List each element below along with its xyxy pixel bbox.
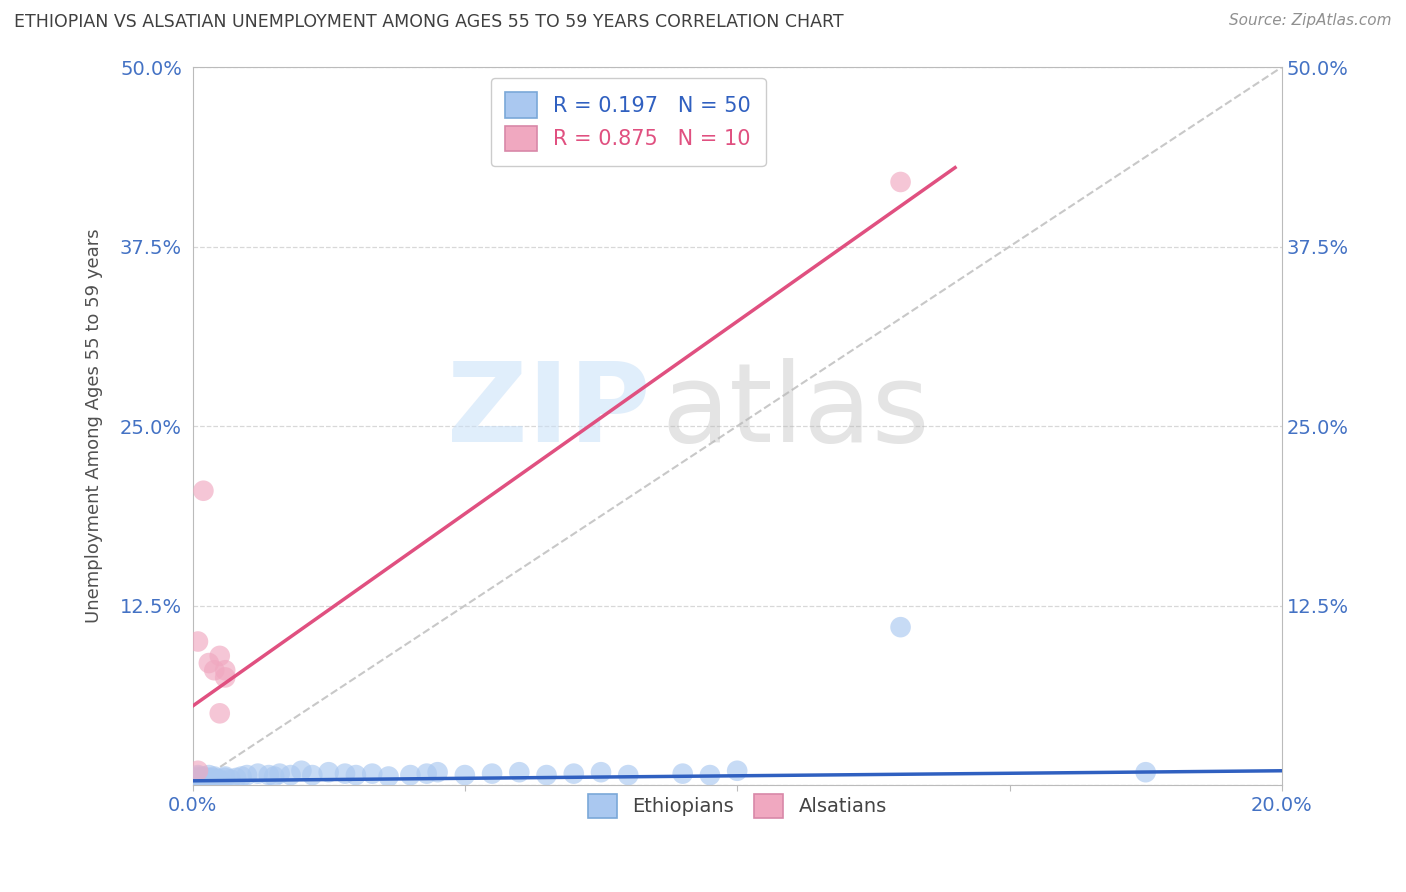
Point <box>187 770 209 784</box>
Point <box>318 765 340 780</box>
Point <box>208 648 231 663</box>
Point <box>536 768 558 782</box>
Point <box>187 772 209 787</box>
Point <box>202 770 225 784</box>
Point <box>290 764 312 778</box>
Point <box>699 768 721 782</box>
Point <box>202 771 225 785</box>
Point <box>208 773 231 788</box>
Point <box>193 771 215 785</box>
Legend: Ethiopians, Alsatians: Ethiopians, Alsatians <box>579 787 894 826</box>
Point <box>361 766 384 780</box>
Point <box>280 768 302 782</box>
Point <box>193 483 215 498</box>
Point <box>269 766 291 780</box>
Text: ZIP: ZIP <box>447 359 650 466</box>
Point <box>617 768 640 782</box>
Point <box>890 175 912 189</box>
Y-axis label: Unemployment Among Ages 55 to 59 years: Unemployment Among Ages 55 to 59 years <box>86 229 103 624</box>
Point <box>187 634 209 648</box>
Point <box>187 771 209 785</box>
Point <box>231 770 253 784</box>
Point <box>377 770 399 784</box>
Point <box>415 766 437 780</box>
Point <box>198 773 221 788</box>
Point <box>508 765 530 780</box>
Point <box>344 768 367 782</box>
Point <box>208 772 231 787</box>
Point <box>263 770 285 784</box>
Point <box>193 773 215 788</box>
Point <box>257 768 280 782</box>
Point <box>725 764 748 778</box>
Point <box>198 768 221 782</box>
Point <box>225 771 247 785</box>
Point <box>589 765 612 780</box>
Point <box>246 766 269 780</box>
Text: atlas: atlas <box>661 359 929 466</box>
Point <box>187 773 209 788</box>
Point <box>198 771 221 785</box>
Point <box>202 772 225 787</box>
Point <box>198 656 221 670</box>
Text: ETHIOPIAN VS ALSATIAN UNEMPLOYMENT AMONG AGES 55 TO 59 YEARS CORRELATION CHART: ETHIOPIAN VS ALSATIAN UNEMPLOYMENT AMONG… <box>14 13 844 31</box>
Point <box>481 766 503 780</box>
Point <box>454 768 477 782</box>
Point <box>214 663 236 677</box>
Point <box>202 663 225 677</box>
Point <box>219 772 242 787</box>
Point <box>214 670 236 684</box>
Point <box>301 768 323 782</box>
Point <box>333 766 356 780</box>
Point <box>399 768 422 782</box>
Point <box>1135 765 1157 780</box>
Point <box>193 772 215 787</box>
Point <box>193 770 215 784</box>
Point <box>562 766 585 780</box>
Point <box>672 766 695 780</box>
Point <box>236 768 259 782</box>
Text: Source: ZipAtlas.com: Source: ZipAtlas.com <box>1229 13 1392 29</box>
Point <box>426 765 449 780</box>
Point <box>214 771 236 785</box>
Point <box>187 764 209 778</box>
Point <box>890 620 912 634</box>
Point <box>208 706 231 721</box>
Point <box>214 770 236 784</box>
Point <box>187 768 209 782</box>
